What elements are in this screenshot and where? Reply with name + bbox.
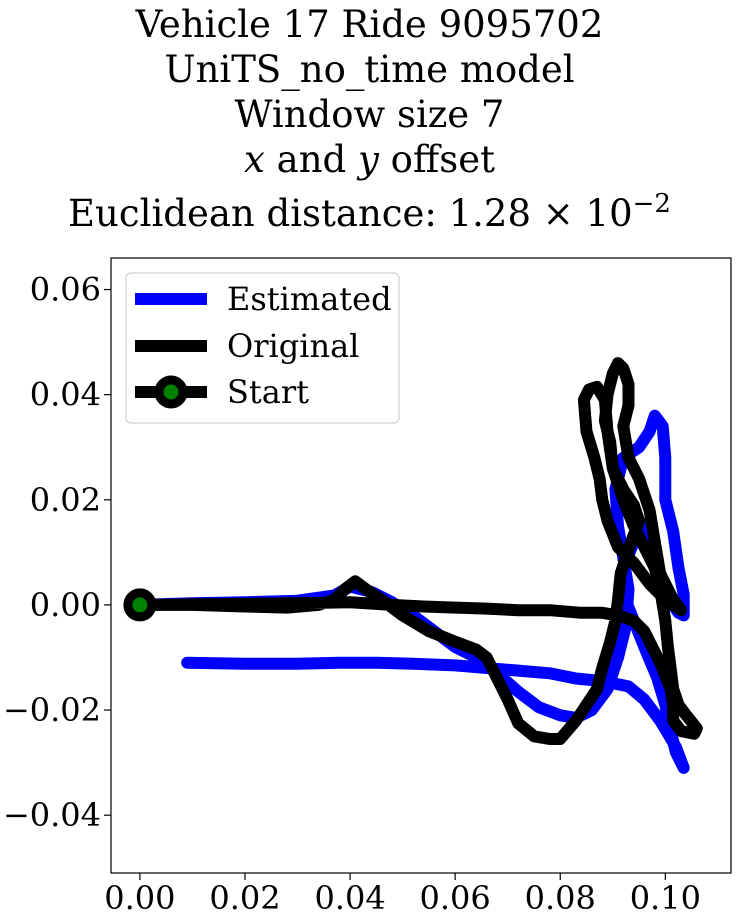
y-tick-label: 0.06 bbox=[30, 271, 101, 309]
x-tick-label: 0.02 bbox=[209, 879, 280, 917]
title-and: and bbox=[264, 138, 358, 181]
x-axis: 0.00 0.02 0.04 0.06 0.08 0.10 bbox=[104, 873, 701, 917]
legend-label: Estimated bbox=[227, 280, 392, 318]
y-tick-label: −0.04 bbox=[3, 796, 101, 834]
legend-start-marker bbox=[154, 375, 188, 409]
series-line-original bbox=[133, 357, 703, 745]
legend-label: Start bbox=[227, 373, 309, 411]
legend: Estimated Original Start bbox=[125, 272, 400, 424]
title-exponent: −2 bbox=[632, 189, 671, 219]
y-tick-label: 0.04 bbox=[30, 376, 101, 414]
legend-box bbox=[125, 272, 400, 424]
x-tick-label: 0.06 bbox=[420, 879, 491, 917]
title-line-3: Window size 7 bbox=[234, 93, 505, 136]
series-layer bbox=[123, 357, 703, 774]
title-x-var: x bbox=[244, 138, 265, 181]
chart-title: Vehicle 17 Ride 9095702 UniTS_no_time mo… bbox=[0, 2, 739, 236]
x-tick-label: 0.10 bbox=[630, 879, 701, 917]
y-axis: −0.04 −0.02 0.00 0.02 0.04 0.06 bbox=[3, 271, 111, 834]
x-tick-label: 0.04 bbox=[314, 879, 385, 917]
x-tick-label: 0.08 bbox=[525, 879, 596, 917]
title-line-5: Euclidean distance: 1.28 × 10−2 bbox=[0, 182, 739, 236]
title-distance: Euclidean distance: 1.28 × 10 bbox=[68, 192, 633, 235]
plot-frame bbox=[110, 257, 732, 874]
y-tick-label: 0.02 bbox=[30, 481, 101, 519]
title-line-4: x and y offset bbox=[0, 137, 739, 182]
title-line-1: Vehicle 17 Ride 9095702 bbox=[135, 3, 604, 46]
y-tick-label: 0.00 bbox=[30, 586, 101, 624]
title-offset: offset bbox=[378, 138, 495, 181]
start-marker bbox=[123, 588, 157, 622]
title-y-var: y bbox=[358, 138, 379, 181]
title-line-2: UniTS_no_time model bbox=[164, 48, 575, 91]
x-tick-label: 0.00 bbox=[104, 879, 175, 917]
legend-label: Original bbox=[227, 327, 359, 365]
y-tick-label: −0.02 bbox=[3, 691, 101, 729]
